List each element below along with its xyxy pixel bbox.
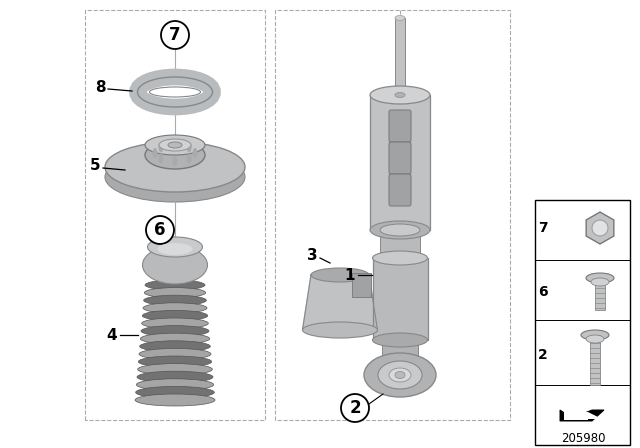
Ellipse shape xyxy=(105,152,245,202)
Ellipse shape xyxy=(105,142,245,192)
Ellipse shape xyxy=(187,154,191,164)
Ellipse shape xyxy=(142,310,207,321)
Ellipse shape xyxy=(143,246,207,284)
Ellipse shape xyxy=(136,386,214,398)
Ellipse shape xyxy=(152,148,157,158)
Ellipse shape xyxy=(141,318,209,329)
Text: 2: 2 xyxy=(538,348,548,362)
Text: 1: 1 xyxy=(345,267,355,283)
Polygon shape xyxy=(352,273,371,297)
Text: 6: 6 xyxy=(538,285,548,299)
Text: 8: 8 xyxy=(95,79,106,95)
Bar xyxy=(595,282,605,310)
Polygon shape xyxy=(564,412,602,420)
Ellipse shape xyxy=(378,361,422,389)
Circle shape xyxy=(161,21,189,49)
Text: 2: 2 xyxy=(349,399,361,417)
Ellipse shape xyxy=(158,154,163,164)
Ellipse shape xyxy=(586,273,614,283)
Ellipse shape xyxy=(140,341,211,352)
Circle shape xyxy=(341,394,369,422)
Bar xyxy=(370,95,430,230)
Ellipse shape xyxy=(173,156,177,166)
FancyBboxPatch shape xyxy=(389,174,411,206)
Text: 3: 3 xyxy=(307,247,317,263)
Bar xyxy=(372,258,428,340)
Circle shape xyxy=(592,220,608,236)
Circle shape xyxy=(146,216,174,244)
Ellipse shape xyxy=(136,379,214,391)
Ellipse shape xyxy=(187,142,191,152)
Ellipse shape xyxy=(143,295,206,306)
Ellipse shape xyxy=(370,86,430,104)
Ellipse shape xyxy=(311,268,369,282)
Polygon shape xyxy=(560,410,604,421)
Ellipse shape xyxy=(581,330,609,340)
Ellipse shape xyxy=(389,368,411,382)
Ellipse shape xyxy=(147,237,202,257)
Bar xyxy=(382,340,418,360)
Ellipse shape xyxy=(141,326,209,336)
Ellipse shape xyxy=(139,349,211,360)
Bar xyxy=(380,230,420,258)
Ellipse shape xyxy=(372,333,428,347)
Ellipse shape xyxy=(380,224,420,236)
Ellipse shape xyxy=(586,335,604,343)
FancyBboxPatch shape xyxy=(389,110,411,142)
Bar xyxy=(590,335,600,385)
Ellipse shape xyxy=(158,142,163,152)
Bar xyxy=(535,200,630,445)
Ellipse shape xyxy=(168,142,182,148)
Ellipse shape xyxy=(143,303,207,313)
Text: 5: 5 xyxy=(90,158,100,172)
Ellipse shape xyxy=(193,148,198,158)
Ellipse shape xyxy=(145,141,205,169)
Ellipse shape xyxy=(157,243,193,255)
Ellipse shape xyxy=(159,139,191,151)
Ellipse shape xyxy=(303,322,378,338)
Ellipse shape xyxy=(135,394,215,406)
Ellipse shape xyxy=(372,251,428,265)
Ellipse shape xyxy=(395,92,405,98)
FancyBboxPatch shape xyxy=(389,142,411,174)
Ellipse shape xyxy=(137,371,213,383)
Text: 7: 7 xyxy=(169,26,181,44)
Ellipse shape xyxy=(145,288,205,298)
Ellipse shape xyxy=(145,280,205,290)
Polygon shape xyxy=(303,275,378,330)
Ellipse shape xyxy=(138,364,212,375)
Ellipse shape xyxy=(138,356,212,367)
Ellipse shape xyxy=(395,371,405,379)
Text: 205980: 205980 xyxy=(561,432,605,445)
Ellipse shape xyxy=(370,221,430,239)
Ellipse shape xyxy=(173,140,177,150)
Ellipse shape xyxy=(591,278,609,286)
Ellipse shape xyxy=(140,333,210,344)
Bar xyxy=(395,18,405,95)
Text: 6: 6 xyxy=(154,221,166,239)
Ellipse shape xyxy=(395,16,405,21)
Text: 4: 4 xyxy=(107,327,117,343)
Ellipse shape xyxy=(145,135,205,155)
Text: 7: 7 xyxy=(538,221,548,235)
Polygon shape xyxy=(586,212,614,244)
Ellipse shape xyxy=(364,353,436,397)
